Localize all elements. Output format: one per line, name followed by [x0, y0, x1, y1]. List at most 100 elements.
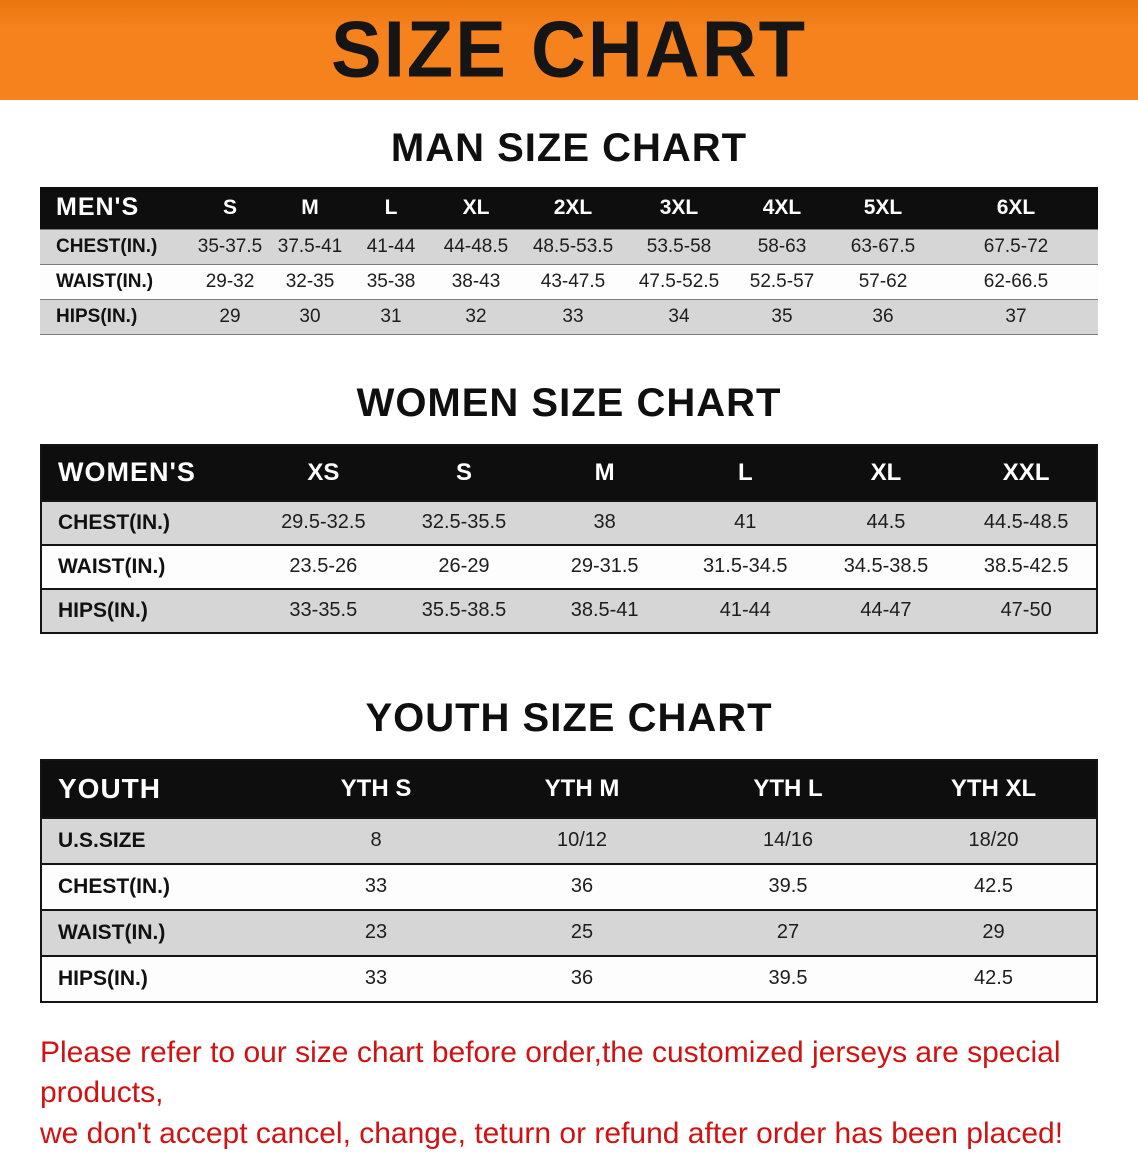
men-col-header-2xl: 2XL — [520, 187, 626, 229]
footer-note-line-1: Please refer to our size chart before or… — [40, 1033, 1100, 1114]
footer-note: Please refer to our size chart before or… — [40, 1033, 1100, 1154]
men-cell: 62-66.5 — [934, 264, 1098, 299]
women-cell: 23.5-26 — [253, 545, 394, 589]
youth-row-label-chest-in: CHEST(IN.) — [41, 864, 273, 910]
women-row-label-hips-in: HIPS(IN.) — [41, 589, 253, 633]
men-cell: 35-37.5 — [190, 229, 270, 264]
youth-cell: 29 — [891, 910, 1097, 956]
men-col-header-5xl: 5XL — [832, 187, 934, 229]
men-cell: 44-48.5 — [432, 229, 520, 264]
women-cell: 44.5-48.5 — [956, 501, 1097, 545]
women-col-header-xs: XS — [253, 445, 394, 501]
women-col-header-m: M — [534, 445, 675, 501]
men-cell: 63-67.5 — [832, 229, 934, 264]
men-cell: 53.5-58 — [626, 229, 732, 264]
women-row-label-chest-in: CHEST(IN.) — [41, 501, 253, 545]
women-section-heading: WOMEN SIZE CHART — [0, 381, 1138, 426]
youth-cell: 33 — [273, 956, 479, 1002]
youth-col-header-yth-m: YTH M — [479, 760, 685, 818]
women-cell: 41 — [675, 501, 816, 545]
youth-col-header-yth-s: YTH S — [273, 760, 479, 818]
youth-cell: 39.5 — [685, 956, 891, 1002]
men-cell: 41-44 — [350, 229, 432, 264]
banner: SIZE CHART — [0, 0, 1138, 100]
youth-cell: 42.5 — [891, 864, 1097, 910]
women-cell: 29.5-32.5 — [253, 501, 394, 545]
women-col-header-s: S — [394, 445, 535, 501]
men-col-header-m: M — [270, 187, 350, 229]
men-cell: 31 — [350, 299, 432, 334]
men-cell: 34 — [626, 299, 732, 334]
women-table-title: WOMEN'S — [41, 445, 253, 501]
women-cell: 38 — [534, 501, 675, 545]
youth-cell: 8 — [273, 818, 479, 864]
youth-cell: 25 — [479, 910, 685, 956]
women-cell: 31.5-34.5 — [675, 545, 816, 589]
men-col-header-4xl: 4XL — [732, 187, 832, 229]
youth-cell: 36 — [479, 864, 685, 910]
men-cell: 37 — [934, 299, 1098, 334]
men-cell: 57-62 — [832, 264, 934, 299]
women-cell: 44.5 — [816, 501, 957, 545]
men-row-label-hips-in: HIPS(IN.) — [40, 299, 190, 334]
youth-cell: 36 — [479, 956, 685, 1002]
footer-note-line-2: we don't accept cancel, change, teturn o… — [40, 1114, 1100, 1154]
page-title: SIZE CHART — [331, 10, 807, 90]
women-cell: 29-31.5 — [534, 545, 675, 589]
youth-row-label-waist-in: WAIST(IN.) — [41, 910, 273, 956]
men-col-header-l: L — [350, 187, 432, 229]
men-cell: 58-63 — [732, 229, 832, 264]
women-col-header-xxl: XXL — [956, 445, 1097, 501]
women-cell: 32.5-35.5 — [394, 501, 535, 545]
men-cell: 52.5-57 — [732, 264, 832, 299]
youth-row-label-u-s-size: U.S.SIZE — [41, 818, 273, 864]
women-cell: 34.5-38.5 — [816, 545, 957, 589]
youth-row-label-hips-in: HIPS(IN.) — [41, 956, 273, 1002]
men-cell: 32-35 — [270, 264, 350, 299]
youth-cell: 10/12 — [479, 818, 685, 864]
youth-cell: 39.5 — [685, 864, 891, 910]
women-col-header-xl: XL — [816, 445, 957, 501]
men-cell: 48.5-53.5 — [520, 229, 626, 264]
men-cell: 43-47.5 — [520, 264, 626, 299]
men-cell: 32 — [432, 299, 520, 334]
youth-cell: 18/20 — [891, 818, 1097, 864]
women-cell: 35.5-38.5 — [394, 589, 535, 633]
women-row-label-waist-in: WAIST(IN.) — [41, 545, 253, 589]
men-cell: 37.5-41 — [270, 229, 350, 264]
women-cell: 38.5-42.5 — [956, 545, 1097, 589]
youth-section-heading: YOUTH SIZE CHART — [0, 696, 1138, 741]
men-col-header-3xl: 3XL — [626, 187, 732, 229]
men-cell: 47.5-52.5 — [626, 264, 732, 299]
men-cell: 33 — [520, 299, 626, 334]
men-table-title: MEN'S — [40, 187, 190, 229]
women-cell: 38.5-41 — [534, 589, 675, 633]
women-cell: 33-35.5 — [253, 589, 394, 633]
youth-cell: 14/16 — [685, 818, 891, 864]
men-cell: 35-38 — [350, 264, 432, 299]
men-col-header-6xl: 6XL — [934, 187, 1098, 229]
youth-cell: 27 — [685, 910, 891, 956]
men-cell: 29-32 — [190, 264, 270, 299]
men-col-header-xl: XL — [432, 187, 520, 229]
youth-table-title: YOUTH — [41, 760, 273, 818]
men-cell: 38-43 — [432, 264, 520, 299]
men-section-heading: MAN SIZE CHART — [0, 126, 1138, 171]
